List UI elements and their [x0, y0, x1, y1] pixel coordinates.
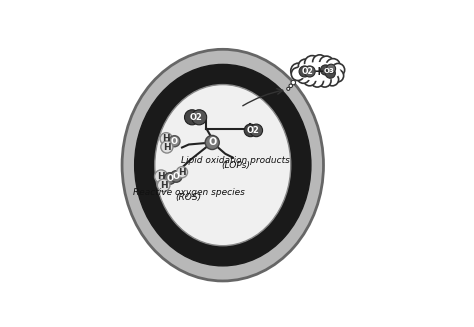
- Ellipse shape: [296, 62, 340, 81]
- Ellipse shape: [155, 85, 291, 246]
- Circle shape: [325, 68, 335, 78]
- Circle shape: [326, 59, 340, 73]
- Circle shape: [303, 73, 316, 86]
- Text: O3: O3: [324, 68, 335, 74]
- Circle shape: [291, 67, 304, 80]
- Text: Lipid oxidation products: Lipid oxidation products: [181, 156, 290, 165]
- Circle shape: [297, 71, 310, 83]
- Circle shape: [299, 66, 310, 77]
- Circle shape: [287, 87, 290, 90]
- Circle shape: [326, 73, 338, 86]
- Circle shape: [169, 136, 180, 147]
- Text: O: O: [166, 174, 173, 183]
- Circle shape: [164, 173, 176, 184]
- Circle shape: [304, 66, 315, 77]
- Text: O2: O2: [247, 126, 260, 135]
- Circle shape: [155, 170, 168, 183]
- Ellipse shape: [122, 49, 323, 281]
- Text: Reactive oxygen species: Reactive oxygen species: [133, 188, 245, 197]
- Text: H: H: [162, 134, 170, 143]
- Circle shape: [291, 80, 296, 85]
- Circle shape: [319, 56, 334, 70]
- Circle shape: [157, 179, 170, 192]
- Circle shape: [160, 133, 172, 145]
- Circle shape: [171, 171, 182, 182]
- Circle shape: [298, 59, 312, 73]
- Text: +: +: [313, 65, 324, 78]
- Ellipse shape: [135, 64, 311, 266]
- Text: (ROS): (ROS): [176, 193, 202, 202]
- Text: O2: O2: [301, 67, 313, 76]
- Circle shape: [244, 124, 257, 137]
- Circle shape: [305, 56, 320, 71]
- Text: O: O: [208, 137, 216, 147]
- Text: H: H: [160, 181, 167, 190]
- Circle shape: [250, 124, 263, 137]
- Text: H: H: [178, 168, 186, 177]
- Ellipse shape: [294, 56, 350, 84]
- Text: H: H: [163, 143, 171, 151]
- Circle shape: [313, 55, 327, 69]
- Circle shape: [161, 141, 173, 153]
- Circle shape: [311, 75, 323, 87]
- Text: O: O: [171, 137, 178, 146]
- Circle shape: [205, 135, 219, 149]
- Text: O: O: [173, 172, 180, 181]
- Circle shape: [320, 65, 330, 75]
- Circle shape: [184, 110, 200, 125]
- Text: H: H: [157, 172, 165, 181]
- Circle shape: [319, 75, 331, 87]
- Circle shape: [291, 63, 306, 78]
- Circle shape: [176, 167, 188, 178]
- Circle shape: [191, 110, 207, 125]
- Circle shape: [327, 64, 336, 73]
- Circle shape: [331, 63, 345, 77]
- Text: O2: O2: [189, 113, 202, 122]
- Text: (LOPs): (LOPs): [221, 161, 250, 170]
- Circle shape: [331, 69, 344, 82]
- Circle shape: [289, 84, 292, 88]
